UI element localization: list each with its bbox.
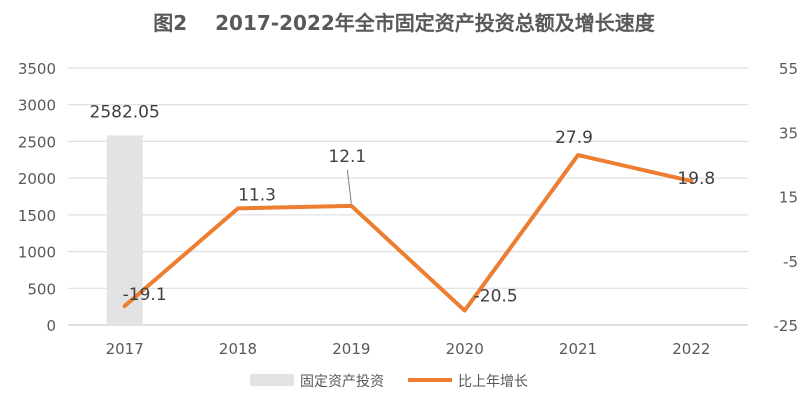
legend-bar-swatch — [250, 374, 294, 386]
left-axis-tick-label: 3000 — [18, 97, 56, 115]
left-axis-tick-label: 2500 — [18, 133, 56, 151]
x-axis-tick-label: 2020 — [446, 340, 484, 358]
left-axis-tick-label: 2000 — [18, 170, 56, 188]
left-axis-tick-label: 0 — [46, 317, 56, 335]
line-data-label: 19.8 — [677, 169, 715, 189]
gridlines — [68, 67, 748, 326]
leader-line — [346, 169, 352, 204]
right-axis-tick-label: 55 — [779, 60, 798, 78]
line-data-label: -19.1 — [123, 285, 167, 305]
left-axis-ticks: 0 500 1000 1500 2000 2500 3000 3500 — [18, 60, 56, 335]
right-axis-tick-label: 15 — [779, 189, 798, 207]
line-data-label: 12.1 — [328, 147, 366, 167]
line-data-label: 11.3 — [238, 185, 276, 205]
line-data-label: -20.5 — [474, 287, 518, 307]
growth-line — [122, 153, 694, 313]
right-axis-tick-label: -25 — [774, 317, 799, 335]
x-axis-tick-label: 2022 — [672, 340, 710, 358]
x-axis-tick-label: 2018 — [219, 340, 257, 358]
chart-title-main: 2017-2022年全市固定资产投资总额及增长速度 — [215, 11, 656, 35]
chart-title: 图2 2017-2022年全市固定资产投资总额及增长速度 — [153, 11, 656, 35]
left-axis-tick-label: 3500 — [18, 60, 56, 78]
legend: 固定资产投资 比上年增长 — [250, 374, 528, 390]
x-axis-tick-label: 2017 — [106, 340, 144, 358]
bar-data-label: 2582.05 — [90, 102, 160, 122]
right-axis-tick-label: -5 — [783, 253, 798, 271]
x-axis-tick-label: 2021 — [559, 340, 597, 358]
data-labels: 2582.05 -19.1 11.3 12.1 -20.5 27.9 19.8 — [90, 102, 716, 306]
chart-title-prefix: 图2 — [153, 11, 187, 35]
x-axis-tick-label: 2019 — [332, 340, 370, 358]
left-axis-tick-label: 1500 — [18, 207, 56, 225]
left-axis-tick-label: 500 — [27, 280, 56, 298]
line-series — [122, 153, 694, 313]
x-axis-ticks: 2017 2018 2019 2020 2021 2022 — [106, 340, 711, 358]
right-axis-tick-label: 35 — [779, 124, 798, 142]
legend-line-label: 比上年增长 — [458, 374, 528, 390]
left-axis-tick-label: 1000 — [18, 244, 56, 262]
right-axis-ticks: -25 -5 15 35 55 — [774, 60, 799, 335]
line-data-label: 27.9 — [555, 128, 593, 148]
legend-bar-label: 固定资产投资 — [300, 374, 384, 390]
